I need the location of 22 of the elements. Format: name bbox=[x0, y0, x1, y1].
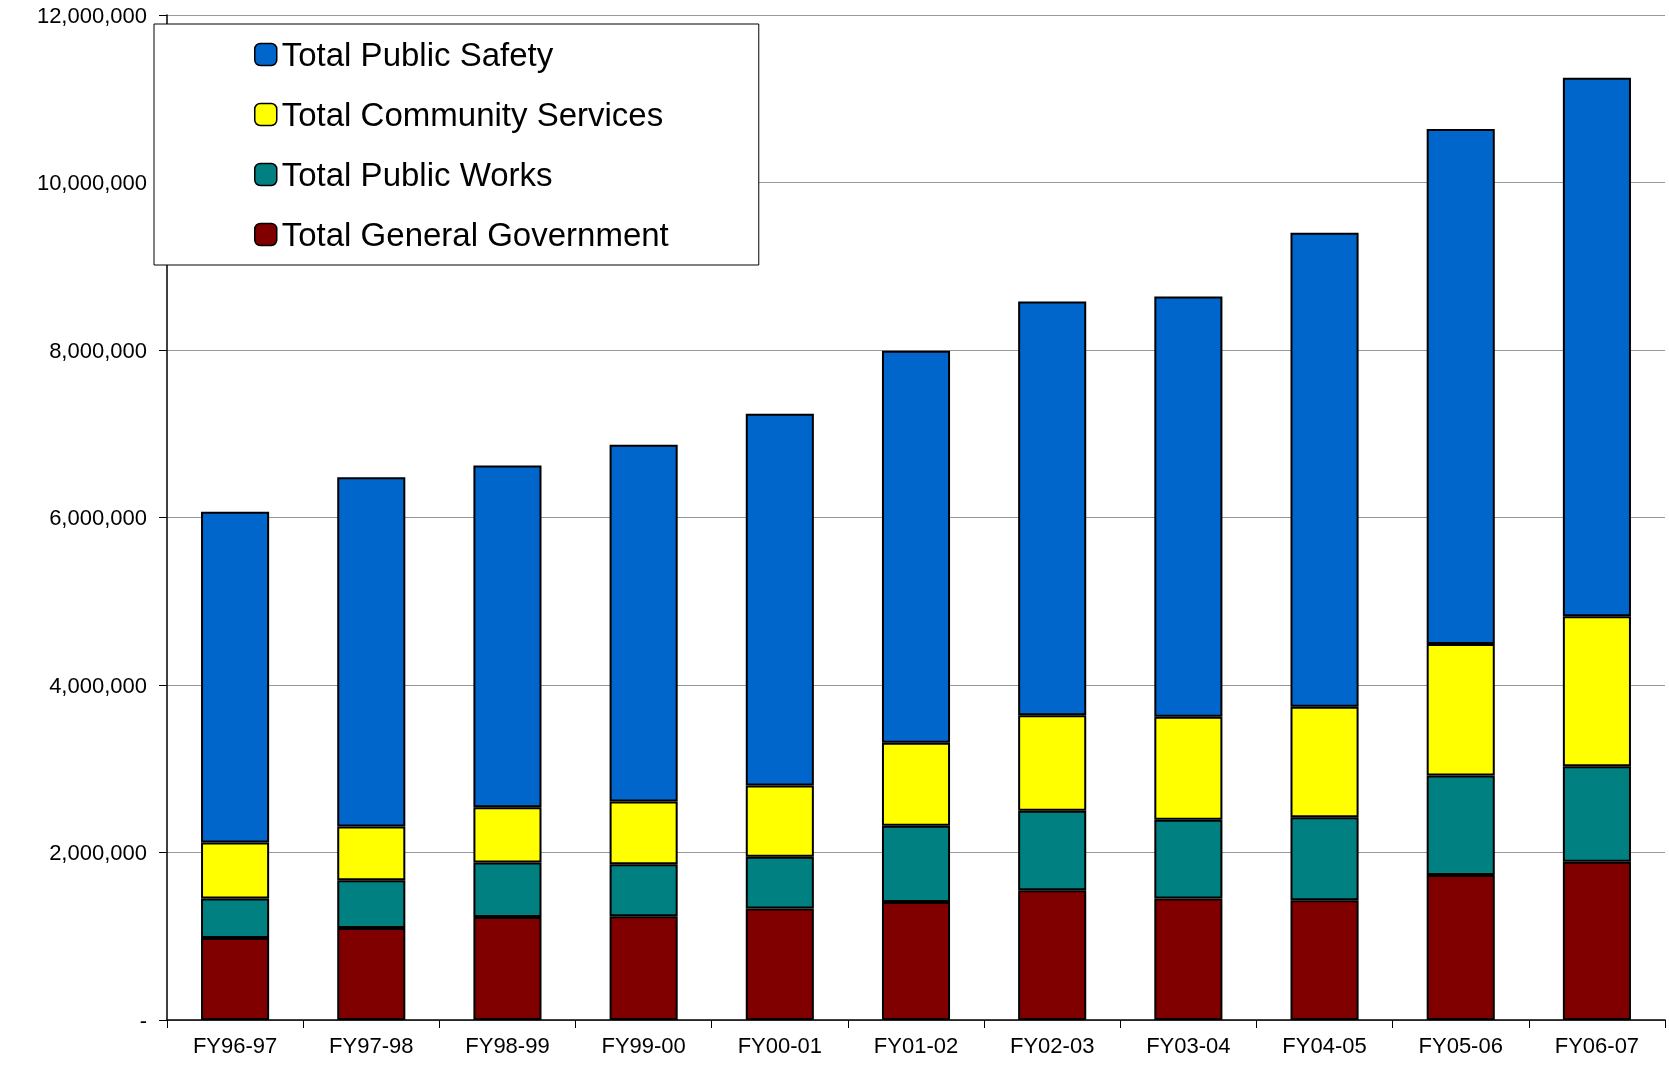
legend-label: Total Public Works bbox=[281, 156, 553, 193]
x-tick-label: FY05-06 bbox=[1418, 1032, 1503, 1058]
legend-label: Total General Government bbox=[281, 216, 669, 253]
y-tick-label: - bbox=[139, 1007, 147, 1033]
x-tick-label: FY04-05 bbox=[1282, 1032, 1367, 1058]
y-tick-label: 12,000,000 bbox=[36, 2, 147, 28]
y-tick-label: 10,000,000 bbox=[36, 170, 147, 195]
x-tick-label: FY99-00 bbox=[601, 1032, 686, 1058]
legend-label: Total Community Services bbox=[281, 96, 664, 133]
y-tick-label: 8,000,000 bbox=[49, 337, 147, 363]
x-tick-label: FY02-03 bbox=[1009, 1032, 1095, 1058]
y-tick-label: 2,000,000 bbox=[49, 840, 147, 865]
x-tick-label: FY06-07 bbox=[1554, 1032, 1640, 1058]
x-tick-label: FY96-97 bbox=[192, 1032, 278, 1058]
legend-label: Total Public Safety bbox=[281, 36, 554, 73]
x-tick-label: FY98-99 bbox=[465, 1032, 550, 1058]
x-tick-label: FY03-04 bbox=[1146, 1032, 1231, 1058]
x-tick-label: FY97-98 bbox=[329, 1032, 414, 1058]
x-tick-label: FY01-02 bbox=[873, 1032, 959, 1058]
y-tick-label: 6,000,000 bbox=[49, 505, 147, 530]
y-tick-label: 4,000,000 bbox=[49, 672, 147, 698]
x-tick-label: FY00-01 bbox=[737, 1032, 823, 1058]
